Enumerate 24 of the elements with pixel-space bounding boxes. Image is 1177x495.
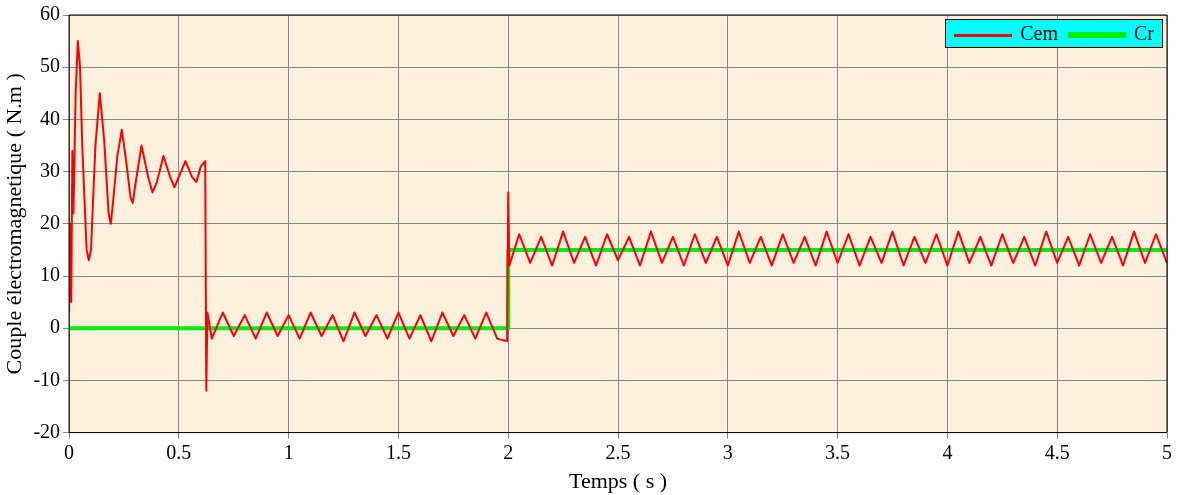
y-tick-label: 60 — [40, 2, 61, 25]
y-tick-label: 30 — [40, 158, 61, 181]
y-tick-label: -20 — [33, 419, 61, 442]
x-tick-label: 3 — [722, 440, 733, 463]
x-tick-label: 3.5 — [825, 440, 851, 463]
legend-label: Cr — [1134, 22, 1154, 44]
x-tick-label: 0 — [64, 440, 75, 463]
x-axis-title: Temps ( s ) — [569, 467, 668, 493]
legend-label: Cem — [1020, 22, 1058, 44]
x-tick-label: 1 — [283, 440, 294, 463]
x-tick-label: 2.5 — [605, 440, 631, 463]
x-tick-label: 4 — [942, 440, 953, 463]
x-tick-label: 5 — [1162, 440, 1172, 463]
y-tick-label: 10 — [40, 263, 61, 286]
y-tick-label: 50 — [40, 54, 61, 77]
x-tick-label: 2 — [503, 440, 514, 463]
x-tick-label: 4.5 — [1044, 440, 1070, 463]
x-tick-label: 0.5 — [166, 440, 192, 463]
x-tick-label: 1.5 — [385, 440, 411, 463]
y-tick-label: 0 — [50, 315, 61, 338]
y-axis-title: Couple électromagnetique ( N.m ) — [0, 73, 26, 375]
y-tick-label: 20 — [40, 211, 61, 234]
y-tick-label: -10 — [33, 367, 61, 390]
y-tick-label: 40 — [40, 106, 61, 129]
